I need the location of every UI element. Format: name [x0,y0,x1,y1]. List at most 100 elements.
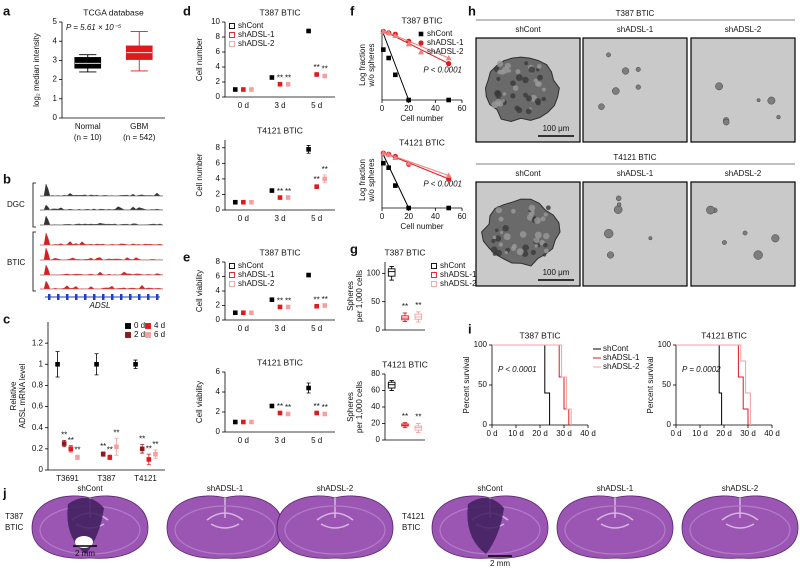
significance: ** [68,436,74,445]
cell [501,99,505,103]
legend-marker [229,32,235,38]
cell [507,69,512,73]
x-tick-label: 3 d [274,324,285,333]
point [139,446,145,452]
chart-title: T4121 BTIC [701,330,747,340]
x-tick-label: 5 d [311,436,322,445]
legend-label: shCont [238,21,264,30]
cell [536,67,540,72]
point [232,310,238,316]
y-tick-label: 80 [371,369,380,378]
panel-letter: a [3,3,11,18]
column-label: shADSL-1 [617,25,654,34]
cell [504,250,508,255]
y-axis-label: Log fraction [358,159,367,201]
legend-marker [431,272,437,278]
y-axis-label: Cell number [195,153,204,196]
y-tick-label: 8 [216,143,221,152]
cell [503,233,511,241]
x-tick-label: 20 d [716,429,732,438]
legend-label: shCont [603,344,629,353]
cell [516,248,524,256]
annotation: P < 0.0001 [423,66,462,75]
cell [598,103,605,110]
point [445,55,452,61]
cell [495,249,502,257]
y-axis-label: Percent survival [646,356,655,413]
significance: ** [74,445,80,454]
cell [533,237,540,244]
x-tick-label: T3691 [56,474,79,483]
group-title: T4121 BTIC [613,153,656,162]
x-tick-label: 30 d [740,429,756,438]
cell [722,240,727,245]
group-label: T387 [5,512,24,521]
chart-title: T387 BTIC [401,15,442,25]
y-tick-label: 60 [371,386,380,395]
point [446,97,451,103]
y-tick-label: 1 [53,94,58,103]
cell [534,98,541,105]
cell [502,225,509,232]
cell [515,69,521,75]
y-tick-label: 8 [216,32,221,41]
cell [522,76,529,84]
point [285,195,291,200]
legend-label: shADSL-2 [603,362,640,371]
box [74,57,102,69]
significance: ** [314,175,320,184]
point [322,411,328,417]
x-tick-label: 0 d [238,436,249,445]
x-tick-label: T4121 [134,474,157,483]
exon [102,294,105,300]
point [285,411,291,417]
column-label: shADSL-1 [617,169,654,178]
y-axis-label: w/o spheres [367,43,376,87]
y-tick-label: 50 [478,380,487,389]
micrograph [690,37,796,143]
x-tick-label: T387 [97,474,116,483]
y-tick-label: 3 [53,56,58,65]
y-tick-label: 0 [376,435,381,444]
cell [615,195,622,202]
y-axis-label: ADSL mRNA level [18,363,27,428]
cell [543,232,550,240]
significance: ** [322,65,328,74]
x-tick-label: 5 d [311,214,322,223]
significance: ** [152,440,158,449]
panel-letter: h [468,3,476,18]
legend-marker [229,23,235,29]
legend-marker [229,281,235,287]
y-tick-label: 8 [216,257,221,266]
cell [542,242,548,248]
cell [706,205,715,215]
legend-marker [229,263,235,269]
exon [120,294,123,300]
cell [534,244,539,248]
chart-title: T4121 BTIC [257,125,303,135]
cell [648,236,653,241]
survival-curve [676,344,723,425]
y-tick-label: 0.6 [32,402,44,411]
cell [543,212,548,217]
panel-letter: g [350,241,358,256]
cortex-band [689,505,791,555]
significance: ** [322,165,328,174]
cell [606,52,611,58]
significance: ** [277,296,283,305]
point [249,87,254,92]
point [314,303,319,309]
legend-marker [229,272,235,278]
legend-marker [431,281,437,287]
significance: ** [277,74,283,83]
cell [742,230,748,236]
group-label: BTIC [402,523,420,532]
legend-label: shCont [238,261,264,270]
point [133,361,138,367]
x-tick-label: 3 d [274,436,285,445]
significance: ** [322,295,328,304]
cell [511,246,517,252]
cell [635,84,641,90]
point [55,361,60,367]
